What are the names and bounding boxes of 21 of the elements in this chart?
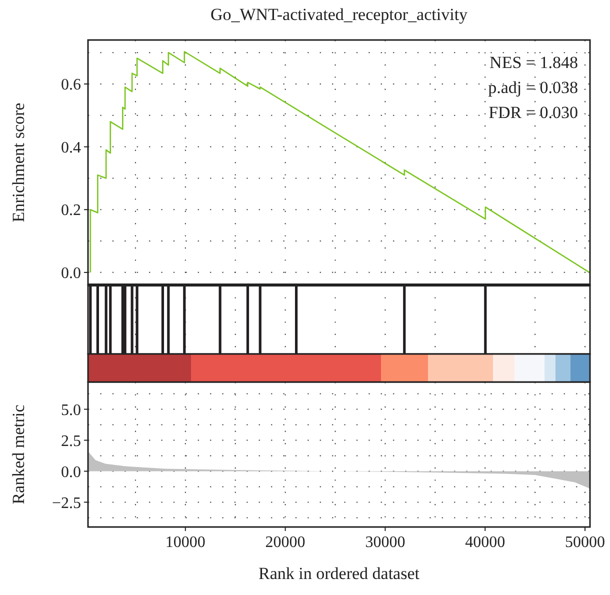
y-tick-label: 0.0: [61, 265, 81, 282]
annotation: NES = 1.848: [490, 53, 578, 72]
y-tick-label: 0.6: [61, 76, 81, 94]
x-tick-label: 10000: [165, 534, 206, 551]
y-tick-label: 0.2: [61, 202, 81, 220]
chart-title: Go_WNT-activated_receptor_activity: [210, 5, 468, 24]
y-axis-title: Ranked metric: [9, 404, 28, 504]
y-tick-label: 0.4: [61, 139, 81, 156]
x-tick-label: 50000: [565, 534, 606, 551]
y-tick-label: 5.0: [61, 402, 81, 419]
annotation: p.adj = 0.038: [488, 78, 578, 97]
x-axis-title: Rank in ordered dataset: [258, 564, 420, 583]
x-tick-label: 20000: [265, 534, 306, 551]
annotation: FDR = 0.030: [488, 103, 578, 122]
x-tick-label: 40000: [465, 534, 506, 551]
y-axis-title: Enrichment score: [9, 102, 28, 222]
y-tick-label: −2.5: [52, 494, 81, 512]
y-tick-label: 2.5: [61, 432, 81, 450]
line-series: [90, 50, 590, 274]
y-tick-label: 0.0: [61, 464, 81, 481]
x-tick-label: 30000: [365, 534, 406, 551]
